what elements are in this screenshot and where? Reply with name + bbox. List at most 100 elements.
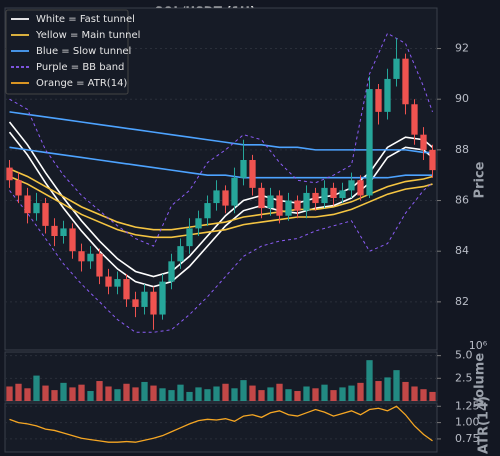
y-tick-label: 90 [455, 92, 469, 105]
volume-bar [366, 360, 373, 401]
volume-bar [87, 391, 94, 401]
candle-body [168, 261, 175, 282]
volume-bar [6, 386, 13, 401]
volume-bar [375, 381, 382, 401]
volume-bar [276, 383, 283, 401]
volume-bar [114, 389, 121, 401]
volume-bar [159, 388, 166, 401]
volume-bar [123, 383, 130, 401]
offset-label: 10⁶ [469, 339, 488, 352]
volume-bar [222, 383, 229, 401]
volume-bar [339, 387, 346, 401]
y-tick-label: 82 [455, 295, 469, 308]
candle-body [420, 134, 427, 150]
volume-bar [69, 387, 76, 401]
axis-label: Price [473, 161, 488, 198]
volume-bar [303, 386, 310, 401]
volume-bar [429, 391, 436, 401]
candle-body [267, 195, 274, 209]
candle-body [330, 187, 337, 198]
axis-label: ATR(14) [477, 396, 492, 454]
candle-body [159, 281, 166, 315]
candle-body [402, 58, 409, 105]
volume-bar [249, 385, 256, 401]
volume-bar [312, 388, 319, 401]
candle-body [240, 160, 247, 178]
overlay-line [9, 182, 433, 333]
candle-body [204, 203, 211, 219]
y-tick-label: 88 [455, 143, 469, 156]
candle-body [51, 225, 58, 236]
candle-body [321, 187, 328, 204]
overlay-line [9, 32, 433, 247]
candle-body [303, 192, 310, 211]
candle-body [150, 291, 157, 315]
candle-body [78, 251, 85, 262]
candle-body [366, 89, 373, 196]
panel [4, 402, 438, 453]
candle-body [294, 200, 301, 211]
volume-bar [105, 386, 112, 401]
volume-bar [393, 370, 400, 401]
y-tick-label: 84 [455, 244, 469, 257]
volume-bar [186, 391, 193, 401]
axis-label: Volume [473, 353, 488, 408]
candle-body [6, 167, 13, 181]
volume-bar [132, 387, 139, 401]
candle-body [123, 279, 130, 300]
volume-bar [177, 384, 184, 401]
volume-bar [330, 390, 337, 401]
candle-body [96, 253, 103, 277]
candle-body [348, 180, 355, 191]
candle-body [141, 291, 148, 307]
candle-body [177, 246, 184, 262]
candle-body [69, 228, 76, 252]
volume-bar [78, 384, 85, 401]
y-tick-label: 92 [455, 42, 469, 55]
legend-label: Purple = BB band [36, 62, 124, 73]
y-tick-label: 1.25 [455, 399, 480, 412]
candle-body [195, 218, 202, 229]
y-tick-label: 2.5 [455, 371, 473, 384]
volume-bar [258, 390, 265, 401]
legend-box [5, 9, 129, 95]
volume-bar [294, 391, 301, 401]
candle-body [105, 276, 112, 287]
volume-bar [168, 390, 175, 401]
y-tick-label: 86 [455, 194, 469, 207]
candle-body [213, 190, 220, 204]
volume-bar [231, 388, 238, 401]
volume-bar [42, 385, 49, 401]
volume-bar [33, 375, 40, 401]
volume-bar [321, 384, 328, 401]
panel [4, 351, 438, 402]
candle-body [411, 104, 418, 135]
volume-bar [240, 380, 247, 401]
legend-label: Orange = ATR(14) [36, 78, 127, 89]
candle-body [429, 149, 436, 171]
volume-bar [15, 383, 22, 401]
volume-bar [267, 387, 274, 401]
volume-bar [285, 389, 292, 401]
candle-body [312, 192, 319, 204]
y-tick-label: 1.00 [455, 416, 480, 429]
volume-bar [384, 377, 391, 401]
candle-body [258, 187, 265, 209]
volume-bar [141, 381, 148, 401]
candle-body [24, 195, 31, 214]
overlay-line [9, 175, 433, 239]
candle-body [249, 160, 256, 188]
candle-body [42, 203, 49, 226]
volume-bar [24, 388, 31, 401]
legend-label: Yellow = Main tunnel [35, 30, 140, 41]
candle-body [231, 177, 238, 206]
legend-label: White = Fast tunnel [36, 14, 135, 25]
volume-bar [348, 385, 355, 401]
candle-body [87, 253, 94, 262]
candle-body [114, 279, 121, 287]
candle-body [15, 180, 22, 196]
volume-bar [204, 389, 211, 401]
volume-bar [402, 381, 409, 401]
candle-body [285, 200, 292, 216]
